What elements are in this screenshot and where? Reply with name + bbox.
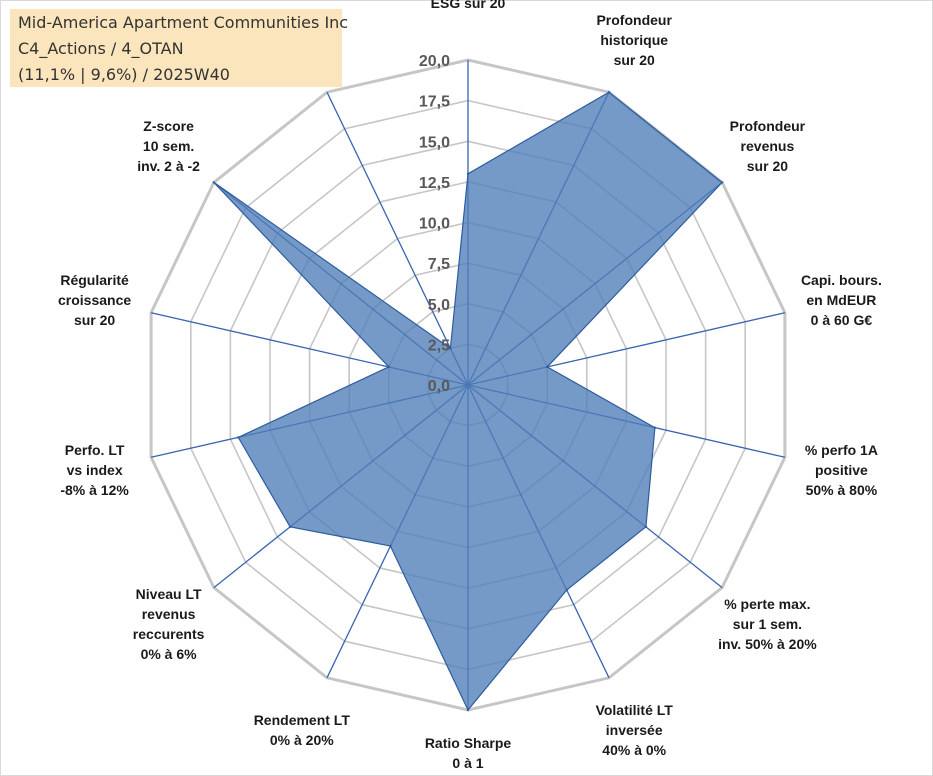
axis-spoke — [326, 91, 469, 386]
data-point — [546, 365, 549, 369]
data-point — [449, 347, 452, 350]
data-point — [565, 588, 568, 592]
tick-label: 7,5 — [428, 256, 450, 273]
axis-label: % perfo 1A positive 50% à 80% — [805, 442, 878, 498]
data-point — [720, 181, 724, 184]
data-point — [607, 91, 611, 94]
axis-label: Ratio Sharpe 0 à 1 — [425, 735, 512, 771]
company-name: Mid-America Apartment Communities Inc — [18, 13, 349, 32]
axis-label: Niveau LT revenus reccurents 0% à 6% — [133, 586, 205, 662]
axis-label: Rendement LT 0% à 20% — [254, 712, 351, 748]
series-layer — [212, 91, 724, 712]
tick-label: 10,0 — [419, 216, 450, 233]
data-point — [387, 365, 390, 369]
tick-label: 12,5 — [419, 175, 450, 192]
data-point — [644, 525, 648, 528]
tick-label: 15,0 — [419, 134, 450, 151]
axis-label: Régularité croissance sur 20 — [58, 272, 131, 328]
data-point — [389, 544, 392, 548]
axis-label: Profondeur historique sur 20 — [596, 12, 672, 68]
tick-label: 5,0 — [428, 297, 450, 314]
data-point — [212, 181, 216, 184]
tick-layer: 0,0 2,5 5,0 7,5 10,0 12,5 15,0 17,5 20,0 — [419, 53, 450, 395]
tick-label: 0,0 — [428, 378, 450, 395]
axis-label: NoteESG sur 20 — [431, 0, 506, 11]
axis-label: % perte max. sur 1 sem. inv. 50% à 20% — [718, 596, 817, 652]
data-point — [237, 436, 240, 439]
info-box: Mid-America Apartment Communities Inc C4… — [10, 9, 348, 87]
data-point — [653, 426, 657, 429]
axis-label: Z-score 10 sem. inv. 2 à -2 — [137, 118, 200, 174]
data-point — [288, 525, 292, 528]
axis-label: Capi. bours. en MdEUR 0 à 60 G€ — [801, 272, 882, 328]
data-point — [466, 708, 470, 712]
tick-label: 17,5 — [419, 94, 450, 111]
tick-label: 20,0 — [419, 53, 450, 70]
axis-label: Volatilité LT inversée 40% à 0% — [596, 702, 674, 758]
tick-label: 2,5 — [428, 337, 450, 354]
axis-label: Perfo. LT vs index -8% à 12% — [60, 442, 129, 498]
series-area — [213, 91, 723, 712]
period-info: (11,1% | 9,6%) / 2025W40 — [18, 65, 230, 84]
data-point — [466, 172, 470, 175]
portfolio-code: C4_Actions / 4_OTAN — [18, 39, 184, 58]
axis-label: Profondeur revenus sur 20 — [730, 118, 806, 174]
